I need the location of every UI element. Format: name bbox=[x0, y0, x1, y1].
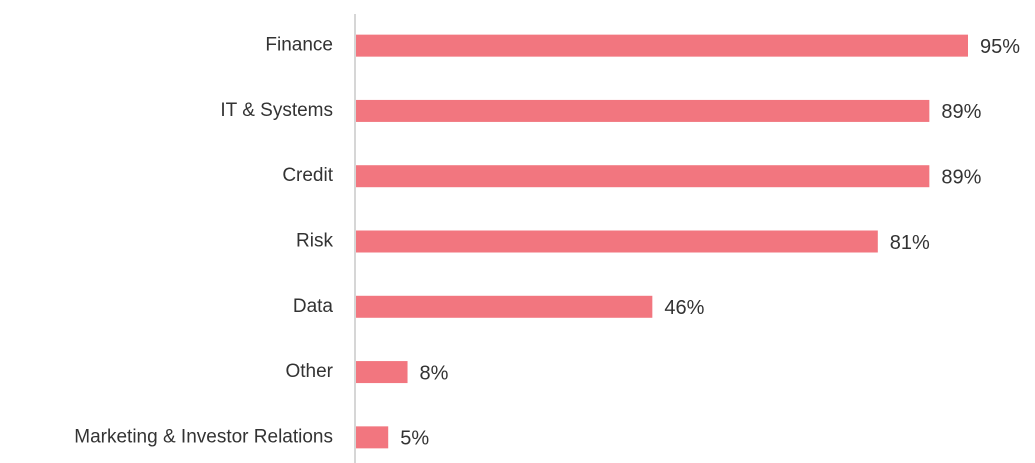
category-label: Data bbox=[293, 296, 334, 317]
value-label: 89% bbox=[941, 101, 981, 123]
bar bbox=[356, 295, 653, 318]
bar bbox=[356, 426, 389, 449]
bar bbox=[356, 99, 930, 122]
value-label: 46% bbox=[664, 297, 704, 319]
category-label: Marketing & Investor Relations bbox=[74, 426, 333, 447]
value-label: 95% bbox=[980, 36, 1020, 58]
value-label: 8% bbox=[420, 362, 449, 384]
category-label: Risk bbox=[296, 231, 333, 252]
value-label: 89% bbox=[941, 166, 981, 188]
category-label: Credit bbox=[282, 165, 333, 186]
value-label: 5% bbox=[400, 428, 429, 450]
bar bbox=[356, 34, 968, 57]
bar bbox=[356, 165, 930, 188]
bar bbox=[356, 361, 408, 384]
category-label: Finance bbox=[265, 35, 333, 56]
category-label: IT & Systems bbox=[220, 100, 333, 121]
value-label: 81% bbox=[890, 232, 930, 254]
bar bbox=[356, 230, 878, 253]
category-label: Other bbox=[285, 361, 333, 382]
